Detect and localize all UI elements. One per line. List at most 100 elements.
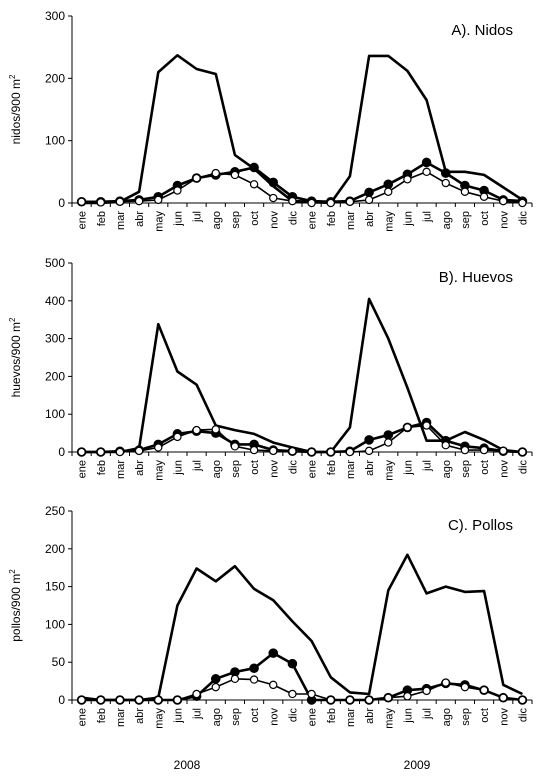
x-tick-label: mar xyxy=(345,708,357,727)
y-tick-label: 200 xyxy=(45,71,65,85)
y-axis-label-text: pollos/900 m xyxy=(9,574,23,642)
x-tick-label: mar xyxy=(345,211,357,230)
data-point-open xyxy=(460,682,470,692)
data-point-open xyxy=(249,180,259,189)
x-tick-label: abr xyxy=(364,211,376,227)
data-point-open xyxy=(326,447,335,457)
x-tick-label: mar xyxy=(115,211,127,230)
x-tick-label: dic xyxy=(287,708,299,723)
data-point-open xyxy=(479,192,489,201)
data-point-open xyxy=(269,446,278,456)
x-tick-label: feb xyxy=(96,708,108,723)
x-tick-label: jun xyxy=(172,708,184,724)
data-point-open xyxy=(269,193,278,203)
data-point-open xyxy=(249,675,259,684)
x-tick-label: abr xyxy=(364,460,376,476)
x-tick-label: nov xyxy=(498,460,510,478)
x-tick-label: sep xyxy=(460,708,472,726)
data-point-open xyxy=(345,447,355,457)
data-point-open xyxy=(134,695,144,705)
x-tick-label: feb xyxy=(96,211,108,226)
series-line-filled xyxy=(81,161,523,204)
x-tick-label: sep xyxy=(230,211,242,229)
x-tick-label: ago xyxy=(211,211,223,229)
x-tick-label: jun xyxy=(402,211,414,227)
data-point-filled xyxy=(287,658,298,669)
data-point-open xyxy=(211,425,220,434)
data-point-open xyxy=(211,682,220,692)
y-axis-label-superscript: 2 xyxy=(8,569,17,574)
year-label-2008: 2008 xyxy=(174,758,201,772)
x-tick-label: jun xyxy=(172,211,184,227)
y-tick-label: 0 xyxy=(58,445,65,459)
data-point-open xyxy=(326,695,335,705)
data-point-open xyxy=(134,446,144,456)
data-point-open xyxy=(192,425,201,435)
data-point-open xyxy=(307,447,316,457)
y-tick-label: 100 xyxy=(45,134,65,148)
data-point-open xyxy=(173,432,182,442)
panel-title: A). Nidos xyxy=(451,22,513,39)
x-tick-label: nov xyxy=(498,708,510,726)
data-point-open xyxy=(115,695,125,705)
x-tick-label: ago xyxy=(441,708,453,726)
x-tick-label: sep xyxy=(230,708,242,726)
data-point-open xyxy=(364,695,374,705)
x-tick-label: dic xyxy=(517,211,529,226)
x-tick-label: ene xyxy=(77,211,89,229)
x-tick-label: may xyxy=(383,211,395,232)
data-point-open xyxy=(211,168,220,178)
data-point-open xyxy=(192,173,201,183)
data-point-filled xyxy=(440,168,451,178)
series-line-line xyxy=(81,297,523,454)
x-tick-label: ago xyxy=(211,708,223,726)
x-tick-label: ene xyxy=(307,211,319,229)
data-point-open xyxy=(77,447,86,457)
y-tick-label: 100 xyxy=(45,617,65,631)
data-point-open xyxy=(115,447,125,457)
y-tick-label: 400 xyxy=(45,294,65,308)
x-tick-label: oct xyxy=(249,708,261,723)
x-tick-label: oct xyxy=(249,211,261,226)
y-tick-label: 200 xyxy=(45,369,65,383)
data-point-open xyxy=(96,695,105,705)
data-point-open xyxy=(230,442,240,451)
x-tick-label: abr xyxy=(134,708,146,724)
y-tick-label: 300 xyxy=(45,9,65,23)
x-tick-label: jun xyxy=(172,460,184,476)
y-tick-label: 150 xyxy=(45,580,65,594)
x-tick-label: jul xyxy=(422,460,434,472)
x-tick-label: may xyxy=(383,708,395,729)
data-point-open xyxy=(518,198,527,208)
data-point-open xyxy=(499,693,508,702)
x-tick-label: jul xyxy=(422,708,434,720)
y-tick-label: 100 xyxy=(45,407,65,421)
x-tick-label: ago xyxy=(441,211,453,229)
data-point-filled xyxy=(268,648,279,658)
x-tick-label: sep xyxy=(460,460,472,478)
data-point-open xyxy=(96,447,105,457)
series-line-line xyxy=(81,553,523,702)
x-tick-label: ene xyxy=(307,460,319,478)
year-label-2009: 2009 xyxy=(404,758,431,772)
data-point-open xyxy=(345,695,355,705)
x-tick-label: jul xyxy=(192,211,204,223)
x-tick-label: nov xyxy=(498,211,510,229)
data-point-filled xyxy=(383,179,394,190)
data-point-open xyxy=(384,187,393,196)
data-point-open xyxy=(173,695,182,705)
data-point-open xyxy=(192,689,201,699)
data-point-open xyxy=(479,445,489,455)
x-tick-label: sep xyxy=(230,460,242,478)
data-point-open xyxy=(364,195,374,205)
panel-c-pollos: C). Pollos pollos/900 m2 0 50 100 150 200 250… xyxy=(8,504,533,729)
data-point-filled xyxy=(383,430,394,440)
data-point-open xyxy=(249,445,259,455)
y-tick-label: 500 xyxy=(45,256,65,270)
x-tick-label: nov xyxy=(268,460,280,478)
x-tick-label: mar xyxy=(115,460,127,479)
data-point-open xyxy=(154,195,163,205)
data-point-open xyxy=(288,689,297,699)
